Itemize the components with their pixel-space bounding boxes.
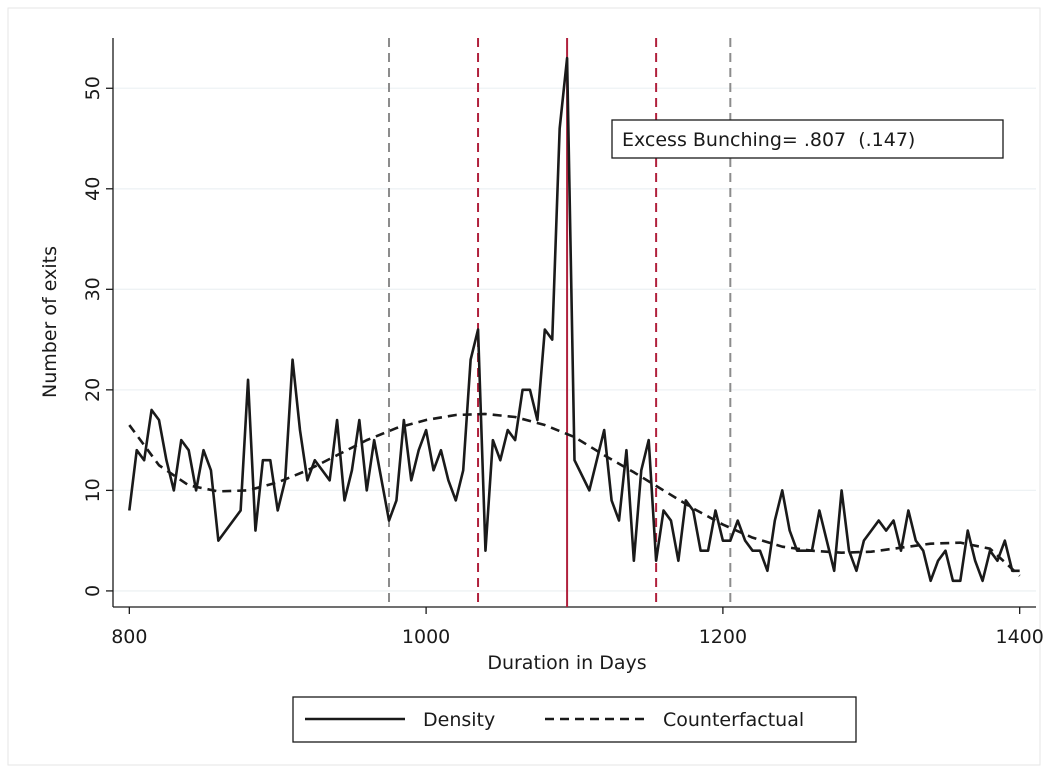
y-tick-label: 40 xyxy=(82,177,104,201)
x-axis-title: Duration in Days xyxy=(487,652,646,674)
annotation-box xyxy=(611,119,1004,159)
y-axis-title: Number of exits xyxy=(39,246,61,398)
x-tick-label: 1000 xyxy=(402,626,450,648)
annotation: Excess Bunching= .807 (.147) xyxy=(622,129,915,151)
legend-label: Density xyxy=(423,709,495,731)
y-tick-label: 30 xyxy=(82,277,104,301)
x-tick-label: 800 xyxy=(111,626,147,648)
legend-label: Counterfactual xyxy=(663,709,804,731)
y-tick-label: 10 xyxy=(82,478,104,502)
y-tick-label: 20 xyxy=(82,378,104,402)
x-tick-label: 1400 xyxy=(995,626,1043,648)
x-tick-label: 1200 xyxy=(699,626,747,648)
series-line xyxy=(128,56,1020,583)
y-tick-label: 0 xyxy=(82,585,104,597)
y-tick-label: 50 xyxy=(82,76,104,100)
series-line xyxy=(128,412,1021,577)
